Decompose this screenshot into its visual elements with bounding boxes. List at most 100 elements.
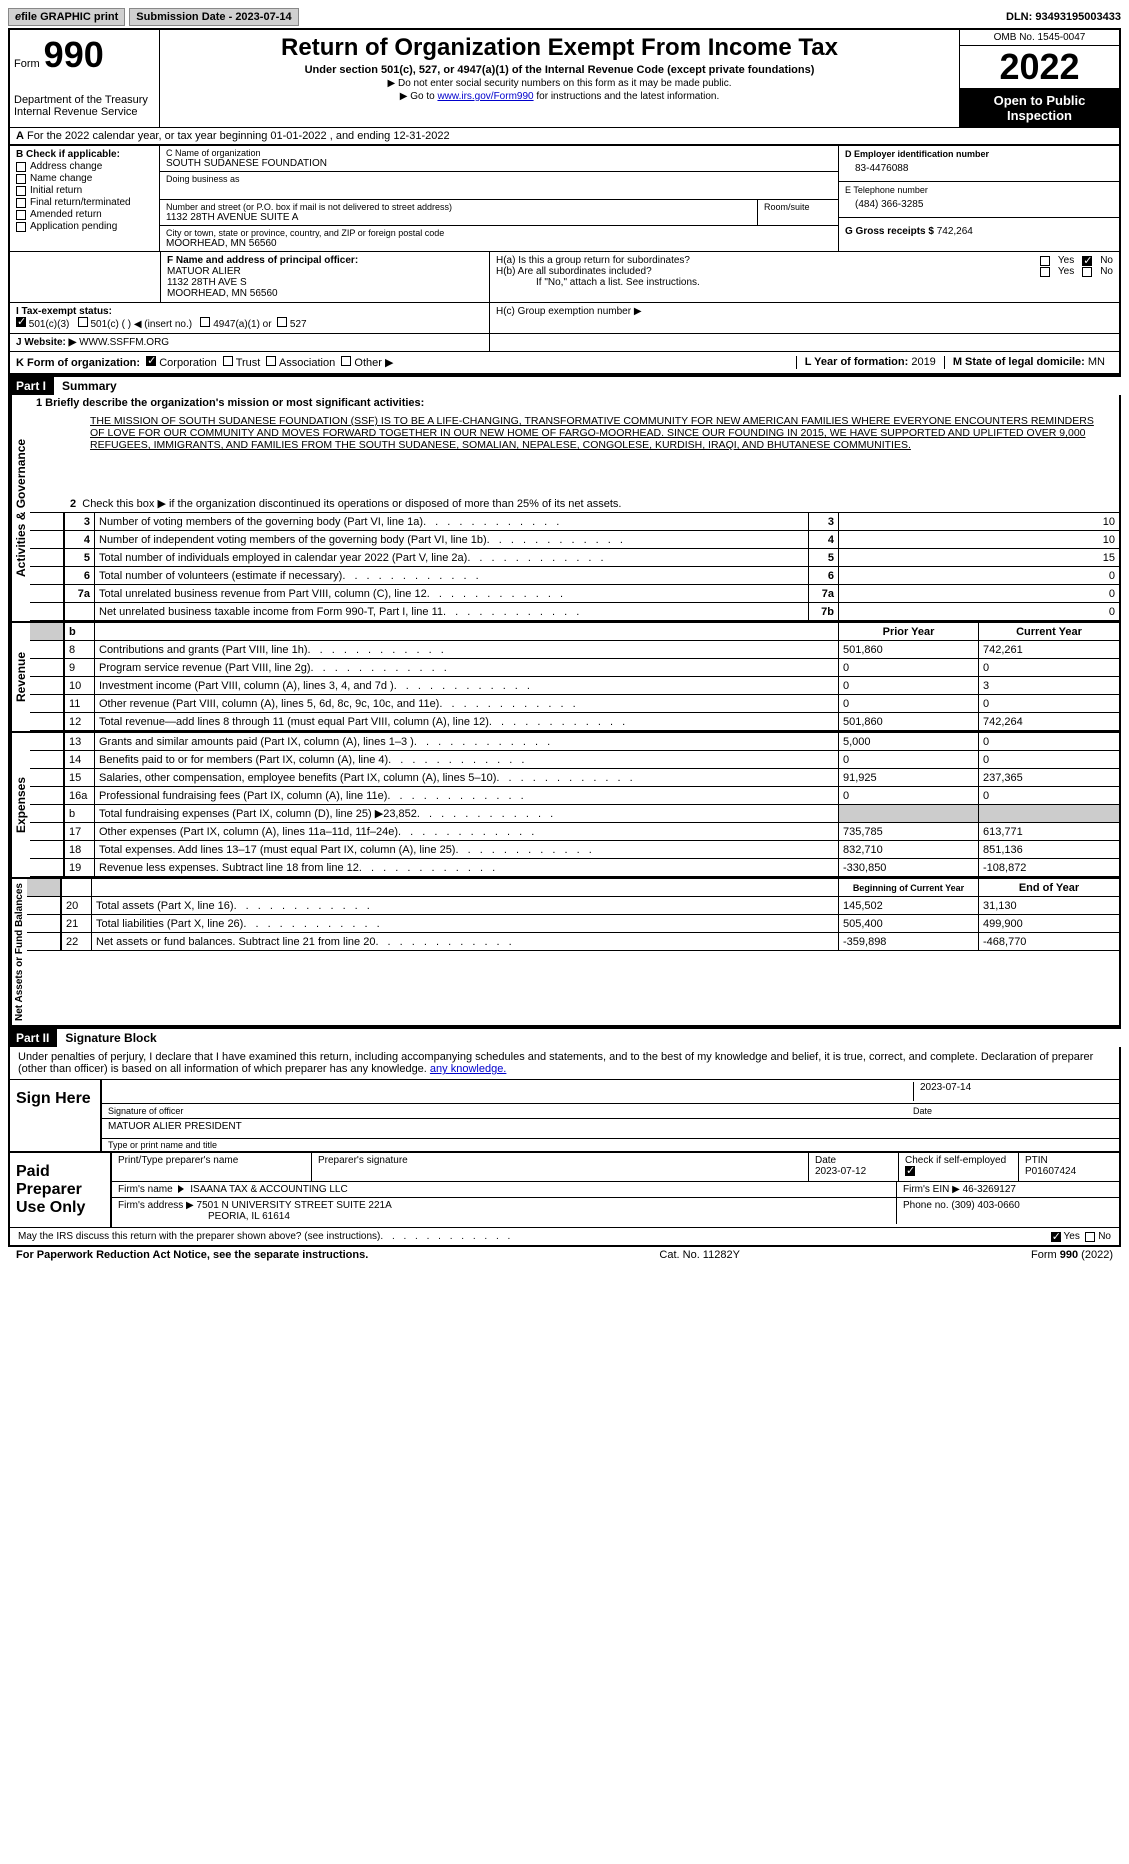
discuss-text: May the IRS discuss this return with the… [18, 1231, 380, 1242]
form-title: Return of Organization Exempt From Incom… [170, 34, 949, 62]
officer-name: MATUOR ALIER [167, 266, 483, 277]
part1-table: Activities & Governance 1 Briefly descri… [8, 395, 1121, 1027]
mission-text: THE MISSION OF SOUTH SUDANESE FOUNDATION… [30, 411, 1119, 455]
ptin: P01607424 [1025, 1166, 1076, 1177]
side-exp: Expenses [10, 733, 30, 877]
gov-row: 5 Total number of individuals employed i… [30, 549, 1119, 567]
data-row: 21 Total liabilities (Part X, line 26) 5… [27, 915, 1119, 933]
chk-final-return[interactable]: Final return/terminated [16, 197, 153, 208]
officer-addr2: MOORHEAD, MN 56560 [167, 288, 483, 299]
dln: DLN: 93493195003433 [1006, 11, 1121, 23]
gross-label: G Gross receipts $ [845, 226, 934, 237]
data-row: 15 Salaries, other compensation, employe… [30, 769, 1119, 787]
form-number: Form 990 [14, 34, 155, 76]
side-rev: Revenue [10, 623, 30, 731]
data-row: 12 Total revenue—add lines 8 through 11 … [30, 713, 1119, 731]
page-footer: For Paperwork Reduction Act Notice, see … [8, 1247, 1121, 1263]
row-j: J Website: ▶ WWW.SSFFM.ORG [8, 333, 1121, 351]
data-row: 10 Investment income (Part VIII, column … [30, 677, 1119, 695]
block-fh: F Name and address of principal officer:… [8, 251, 1121, 302]
data-row: 18 Total expenses. Add lines 13–17 (must… [30, 841, 1119, 859]
submission-date: Submission Date - 2023-07-14 [129, 8, 298, 26]
tax-status-label: I Tax-exempt status: [16, 306, 112, 317]
chk-trust[interactable] [223, 356, 233, 366]
form-header: Form 990 Department of the Treasury Inte… [8, 28, 1121, 127]
perjury-text: Under penalties of perjury, I declare th… [10, 1047, 1119, 1079]
topbar: efile GRAPHIC print Submission Date - 20… [8, 8, 1121, 26]
chk-527[interactable] [277, 317, 287, 327]
hb-no[interactable] [1082, 267, 1092, 277]
part2-bar: Part II Signature Block [8, 1027, 1121, 1047]
ein-value: 83-4476088 [845, 159, 1113, 178]
phone-value: (484) 366-3285 [845, 195, 1113, 214]
irs-link[interactable]: www.irs.gov/Form990 [437, 91, 533, 102]
org-name: SOUTH SUDANESE FOUNDATION [166, 158, 832, 169]
discuss-no[interactable] [1085, 1232, 1095, 1242]
side-net: Net Assets or Fund Balances [10, 879, 27, 1025]
col-headers-rev: b Prior Year Current Year [30, 623, 1119, 641]
hb-label: H(b) Are all subordinates included? [496, 266, 1032, 277]
ha-yes[interactable] [1040, 256, 1050, 266]
firm-phone: (309) 403-0660 [951, 1200, 1019, 1211]
gov-row: 6 Total number of volunteers (estimate i… [30, 567, 1119, 585]
hc-label: H(c) Group exemption number ▶ [496, 306, 1113, 317]
ha-no[interactable] [1082, 256, 1092, 266]
col-headers-net: Beginning of Current Year End of Year [27, 879, 1119, 897]
gov-row: Net unrelated business taxable income fr… [30, 603, 1119, 621]
chk-assoc[interactable] [266, 356, 276, 366]
data-row: 17 Other expenses (Part IX, column (A), … [30, 823, 1119, 841]
phone-label: E Telephone number [845, 185, 1113, 195]
part1-bar: Part I Summary [8, 375, 1121, 395]
row-a: A For the 2022 calendar year, or tax yea… [8, 127, 1121, 146]
sig-date: 2023-07-14 [913, 1082, 1113, 1101]
data-row: 13 Grants and similar amounts paid (Part… [30, 733, 1119, 751]
dept-text: Department of the Treasury Internal Reve… [14, 94, 155, 118]
data-row: 20 Total assets (Part X, line 16) 145,50… [27, 897, 1119, 915]
chk-initial-return[interactable]: Initial return [16, 185, 153, 196]
name-label: C Name of organization [166, 148, 832, 158]
chk-address-change[interactable]: Address change [16, 161, 153, 172]
org-address: 1132 28TH AVENUE SUITE A [166, 212, 751, 223]
officer-addr1: 1132 28TH AVE S [167, 277, 483, 288]
chk-other[interactable] [341, 356, 351, 366]
officer-name-sig: MATUOR ALIER PRESIDENT [108, 1121, 242, 1136]
city-label: City or town, state or province, country… [166, 228, 832, 238]
row-k: K Form of organization: Corporation Trus… [8, 351, 1121, 375]
data-row: 8 Contributions and grants (Part VIII, l… [30, 641, 1119, 659]
data-row: 9 Program service revenue (Part VIII, li… [30, 659, 1119, 677]
note-2: ▶ Go to www.irs.gov/Form990 for instruct… [170, 91, 949, 102]
chk-501c3[interactable] [16, 317, 26, 327]
website: WWW.SSFFM.ORG [79, 337, 169, 348]
chk-4947[interactable] [200, 317, 210, 327]
chk-application-pending[interactable]: Application pending [16, 221, 153, 232]
dba-label: Doing business as [166, 174, 832, 184]
signature-block: Under penalties of perjury, I declare th… [8, 1047, 1121, 1247]
ein-label: D Employer identification number [845, 149, 1113, 159]
form-subtitle: Under section 501(c), 527, or 4947(a)(1)… [170, 64, 949, 76]
chk-amended-return[interactable]: Amended return [16, 209, 153, 220]
discuss-yes[interactable] [1051, 1232, 1061, 1242]
addr-label: Number and street (or P.O. box if mail i… [166, 202, 751, 212]
note-1: ▶ Do not enter social security numbers o… [170, 78, 949, 89]
section-b-label: B Check if applicable: [16, 149, 153, 160]
data-row: 22 Net assets or fund balances. Subtract… [27, 933, 1119, 951]
firm-addr2: PEORIA, IL 61614 [118, 1211, 290, 1222]
omb-number: OMB No. 1545-0047 [960, 30, 1119, 46]
gov-row: 3 Number of voting members of the govern… [30, 513, 1119, 531]
hb-yes[interactable] [1040, 267, 1050, 277]
chk-name-change[interactable]: Name change [16, 173, 153, 184]
org-city: MOORHEAD, MN 56560 [166, 238, 832, 249]
hb-note: If "No," attach a list. See instructions… [496, 277, 1113, 288]
row-i: I Tax-exempt status: 501(c)(3) 501(c) ( … [8, 302, 1121, 333]
chk-self-employed[interactable] [905, 1166, 915, 1176]
data-row: 14 Benefits paid to or for members (Part… [30, 751, 1119, 769]
chk-corp[interactable] [146, 356, 156, 366]
efile-badge[interactable]: efile GRAPHIC print [8, 8, 125, 26]
data-row: 19 Revenue less expenses. Subtract line … [30, 859, 1119, 877]
prep-date: 2023-07-12 [815, 1166, 866, 1177]
ha-label: H(a) Is this a group return for subordin… [496, 255, 1032, 266]
chk-501c[interactable] [78, 317, 88, 327]
data-row: 11 Other revenue (Part VIII, column (A),… [30, 695, 1119, 713]
firm-ein: 46-3269127 [963, 1184, 1016, 1195]
firm-addr1: 7501 N UNIVERSITY STREET SUITE 221A [197, 1200, 392, 1211]
